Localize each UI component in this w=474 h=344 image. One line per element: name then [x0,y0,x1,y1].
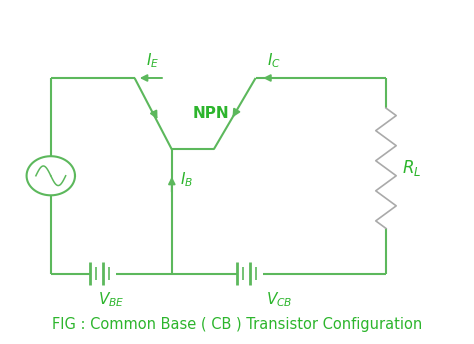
Text: $I_E$: $I_E$ [146,51,159,70]
Text: $I_C$: $I_C$ [267,51,281,70]
Text: $I_B$: $I_B$ [180,170,193,189]
Text: $R_L$: $R_L$ [402,158,421,178]
Text: NPN: NPN [193,106,230,121]
Text: $V_{CB}$: $V_{CB}$ [265,290,292,309]
Text: FIG : Common Base ( CB ) Transistor Configuration: FIG : Common Base ( CB ) Transistor Conf… [52,317,422,332]
Text: $V_{BE}$: $V_{BE}$ [98,290,125,309]
